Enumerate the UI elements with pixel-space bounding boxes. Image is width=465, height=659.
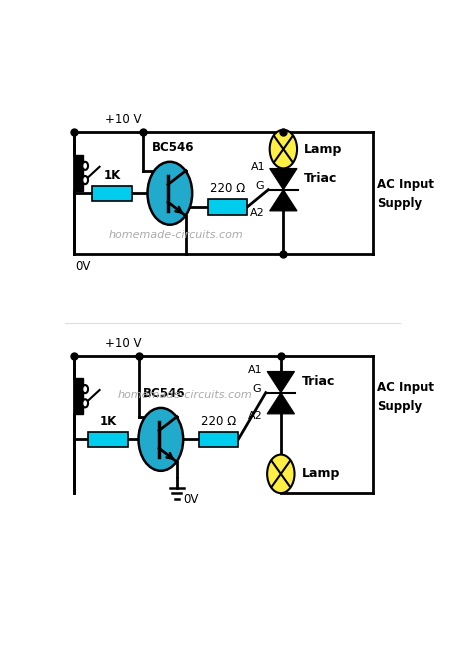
Text: Supply: Supply — [377, 198, 422, 210]
FancyBboxPatch shape — [88, 432, 128, 447]
Circle shape — [82, 385, 88, 393]
Polygon shape — [270, 169, 297, 190]
Text: G: G — [255, 181, 264, 190]
Circle shape — [147, 162, 192, 225]
Text: AC Input: AC Input — [377, 381, 434, 394]
Text: 1K: 1K — [100, 415, 117, 428]
FancyBboxPatch shape — [208, 199, 247, 215]
Text: A1: A1 — [251, 161, 265, 171]
Text: 0V: 0V — [183, 493, 199, 505]
Text: Lamp: Lamp — [304, 142, 343, 156]
Text: Triac: Triac — [304, 171, 338, 185]
Text: 0V: 0V — [75, 260, 91, 273]
Text: 220 Ω: 220 Ω — [201, 415, 236, 428]
Circle shape — [270, 130, 297, 169]
Circle shape — [82, 162, 88, 170]
Text: A2: A2 — [248, 411, 263, 421]
Text: G: G — [253, 384, 261, 393]
Text: homemade-circuits.com: homemade-circuits.com — [118, 389, 252, 400]
Text: homemade-circuits.com: homemade-circuits.com — [108, 231, 243, 241]
Text: BC546: BC546 — [143, 387, 186, 400]
Polygon shape — [267, 393, 294, 414]
Circle shape — [267, 455, 294, 493]
FancyBboxPatch shape — [75, 378, 83, 414]
Text: Triac: Triac — [302, 374, 335, 387]
Text: Lamp: Lamp — [302, 467, 340, 480]
Text: Supply: Supply — [377, 401, 422, 413]
FancyBboxPatch shape — [199, 432, 238, 447]
Text: +10 V: +10 V — [105, 337, 141, 349]
Text: 220 Ω: 220 Ω — [210, 183, 245, 195]
Text: BC546: BC546 — [152, 141, 195, 154]
FancyBboxPatch shape — [93, 186, 132, 201]
Text: +10 V: +10 V — [105, 113, 141, 127]
Text: A1: A1 — [248, 364, 263, 374]
Circle shape — [82, 176, 88, 184]
FancyBboxPatch shape — [75, 156, 83, 190]
Text: 1K: 1K — [104, 169, 121, 182]
Circle shape — [82, 399, 88, 407]
Polygon shape — [267, 372, 294, 393]
Text: A2: A2 — [250, 208, 265, 218]
Text: AC Input: AC Input — [377, 178, 434, 191]
Polygon shape — [270, 190, 297, 211]
Circle shape — [139, 408, 183, 471]
